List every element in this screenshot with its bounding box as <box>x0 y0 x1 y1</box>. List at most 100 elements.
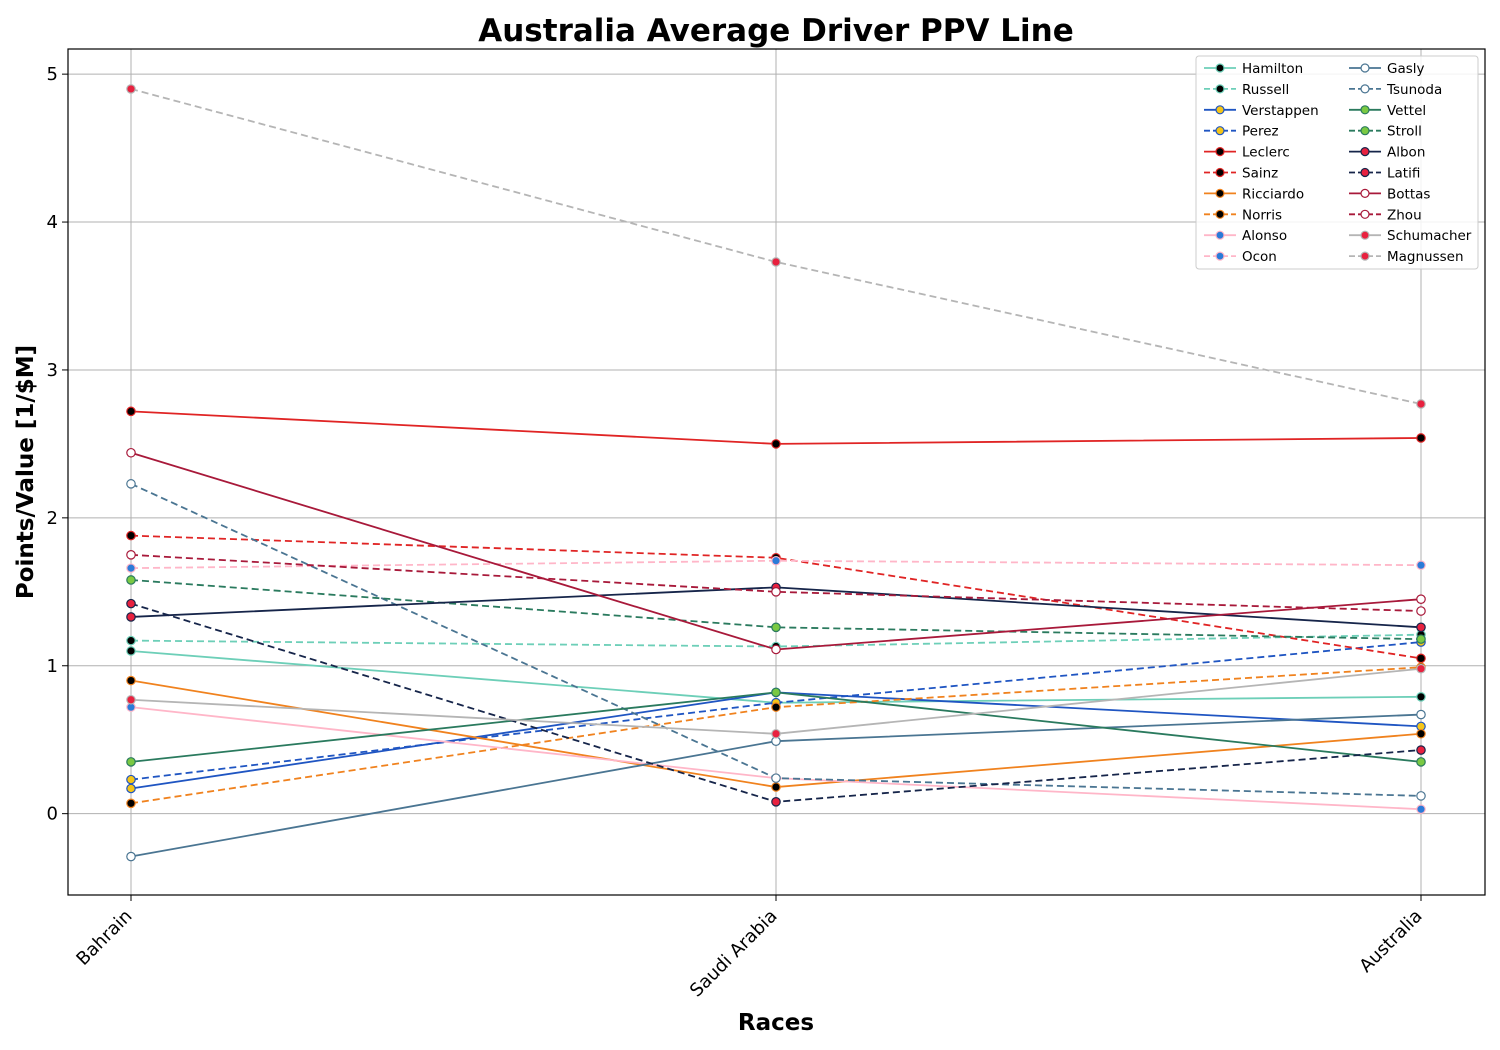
series-line <box>130 534 1422 660</box>
data-point <box>1416 653 1426 664</box>
legend-item: Norris <box>1204 207 1282 223</box>
legend-item: Ocon <box>1204 249 1277 265</box>
legend-marker <box>1215 188 1225 198</box>
series-schumacher <box>126 663 1426 739</box>
legend-label: Alonso <box>1242 228 1287 244</box>
legend-label: Leclerc <box>1242 145 1290 161</box>
data-point <box>1416 606 1426 616</box>
legend-label: Hamilton <box>1242 61 1303 77</box>
legend-marker <box>1360 167 1370 178</box>
y-axis-ticks: 0 1 2 3 4 5 <box>47 64 68 825</box>
legend-marker <box>1215 167 1225 178</box>
x-tick-label: Saudi Arabia <box>686 906 782 1002</box>
x-axis-ticks: Bahrain Saudi Arabia Australia <box>72 895 1427 1002</box>
data-point <box>126 757 136 767</box>
x-axis-label: Races <box>738 1010 814 1036</box>
legend-item: Leclerc <box>1204 145 1290 161</box>
series-leclerc <box>126 406 1426 449</box>
legend-marker <box>1360 209 1370 219</box>
y-tick-label: 0 <box>47 804 58 825</box>
data-point <box>1416 594 1426 604</box>
data-point <box>1416 622 1426 633</box>
data-point <box>771 702 781 712</box>
data-point <box>771 622 781 633</box>
data-point <box>126 612 136 622</box>
y-tick-label: 5 <box>47 64 58 85</box>
series-bottas <box>126 447 1426 655</box>
legend-label: Russell <box>1242 82 1289 98</box>
legend-box <box>1195 55 1479 270</box>
legend-marker <box>1215 251 1225 261</box>
legend-marker <box>1215 209 1225 219</box>
legend: Hamilton Russell Verstappen Perez Leclerc Sai… <box>1195 55 1479 270</box>
y-tick-label: 2 <box>47 508 58 529</box>
legend-label: Vettel <box>1387 103 1426 119</box>
legend-label: Gasly <box>1387 61 1425 77</box>
data-point <box>1416 399 1426 409</box>
series-line <box>130 633 1422 648</box>
series-magnussen <box>126 84 1426 409</box>
series-line <box>130 553 1422 612</box>
legend-marker <box>1360 188 1370 198</box>
legend-label: Stroll <box>1387 124 1422 140</box>
legend-item: Vettel <box>1349 103 1426 119</box>
data-point <box>126 851 136 862</box>
legend-marker <box>1215 230 1225 240</box>
data-point <box>126 783 136 794</box>
data-point <box>1416 433 1426 443</box>
legend-item: Hamilton <box>1204 61 1303 77</box>
legend-label: Perez <box>1242 124 1279 140</box>
legend-item: Albon <box>1349 145 1425 161</box>
data-point <box>1416 663 1426 674</box>
data-point <box>771 439 781 449</box>
series-ocon <box>126 555 1426 573</box>
data-point <box>126 798 136 809</box>
data-point <box>771 687 781 698</box>
legend-item: Perez <box>1204 124 1279 140</box>
legend-marker <box>1360 84 1370 94</box>
legend-marker <box>1215 147 1225 157</box>
data-point <box>771 797 781 807</box>
y-tick-label: 4 <box>47 212 58 233</box>
y-tick-label: 3 <box>47 360 58 381</box>
data-point <box>126 598 136 609</box>
legend-label: Sainz <box>1242 166 1278 182</box>
y-axis-label: Points/Value [1/$M] <box>13 345 39 599</box>
data-point <box>126 675 136 686</box>
legend-item: Tsunoda <box>1349 82 1442 98</box>
legend-marker <box>1360 126 1370 136</box>
legend-marker <box>1215 105 1225 115</box>
data-point <box>1416 692 1426 702</box>
legend-label: Verstappen <box>1242 103 1319 119</box>
series-line <box>130 88 1422 405</box>
data-point <box>771 782 781 792</box>
legend-item: Zhou <box>1349 207 1422 223</box>
data-point <box>1416 634 1426 644</box>
x-tick-label: Australia <box>1355 906 1426 977</box>
legend-marker <box>1360 105 1370 115</box>
series-gasly <box>126 709 1426 862</box>
series-zhou <box>126 550 1426 616</box>
series-line <box>130 559 1422 570</box>
data-point <box>771 773 781 783</box>
legend-label: Schumacher <box>1387 228 1472 244</box>
data-point <box>126 646 136 656</box>
data-point <box>126 479 136 489</box>
legend-marker <box>1360 63 1370 73</box>
legend-label: Latifi <box>1387 166 1420 182</box>
chart-title: Australia Average Driver PPV Line <box>478 13 1074 49</box>
y-tick-label: 1 <box>47 656 58 677</box>
data-point <box>126 694 136 705</box>
data-point <box>1416 709 1426 720</box>
series-tsunoda <box>126 479 1426 801</box>
data-point <box>126 635 136 646</box>
series-line <box>130 579 1422 641</box>
legend-item: Russell <box>1204 82 1289 98</box>
data-point <box>1416 560 1426 570</box>
legend-item: Verstappen <box>1204 103 1319 119</box>
series-latifi <box>126 598 1426 807</box>
legend-marker <box>1360 147 1370 157</box>
data-point <box>126 575 136 585</box>
data-point <box>1416 791 1426 801</box>
